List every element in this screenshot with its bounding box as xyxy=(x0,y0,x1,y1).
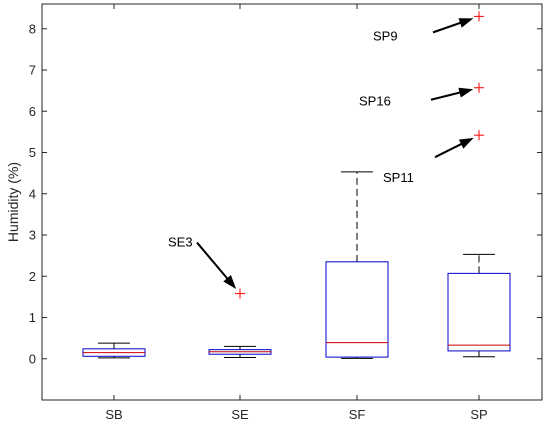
annotation-arrowhead xyxy=(458,87,474,98)
y-tick-label: 1 xyxy=(29,310,36,325)
y-tick-label: 4 xyxy=(29,186,36,201)
x-tick-label: SF xyxy=(349,407,366,422)
x-tick-label: SP xyxy=(470,407,487,422)
annotation-label: SP11 xyxy=(383,170,414,185)
x-tick-label: SE xyxy=(231,407,249,422)
annotation-arrow-line xyxy=(430,90,464,101)
y-tick-label: 8 xyxy=(29,21,36,36)
box-plot-marks xyxy=(82,11,511,359)
annotation-arrowhead xyxy=(458,137,474,149)
y-tick-label: 3 xyxy=(29,228,36,243)
box-sp xyxy=(447,272,511,352)
annotation-arrow-line xyxy=(432,20,465,34)
annotation-label: SP16 xyxy=(359,94,391,109)
y-tick-label: 2 xyxy=(29,269,36,284)
y-tick-label: 5 xyxy=(29,145,36,160)
y-tick-label: 0 xyxy=(29,351,36,366)
annotation-label: SP9 xyxy=(373,28,398,43)
y-axis-title: Humidity (%) xyxy=(5,162,21,242)
axis-ticks: 0 1 2 3 4 5 6 7 8 SB SE SF SP xyxy=(29,4,542,422)
annotation-label: SE3 xyxy=(168,235,193,250)
outlier-annotations: SE3 SP9 SP16 SP11 xyxy=(168,18,474,289)
annotation-arrowhead xyxy=(223,275,237,289)
annotation-arrow-line xyxy=(196,241,231,282)
annotation-arrowhead xyxy=(458,18,474,28)
y-tick-label: 7 xyxy=(29,63,36,78)
x-tick-label: SB xyxy=(105,407,122,422)
plot-area xyxy=(41,3,543,401)
y-tick-label: 6 xyxy=(29,104,36,119)
annotation-arrow-line xyxy=(434,141,466,159)
box-sf xyxy=(325,261,389,358)
